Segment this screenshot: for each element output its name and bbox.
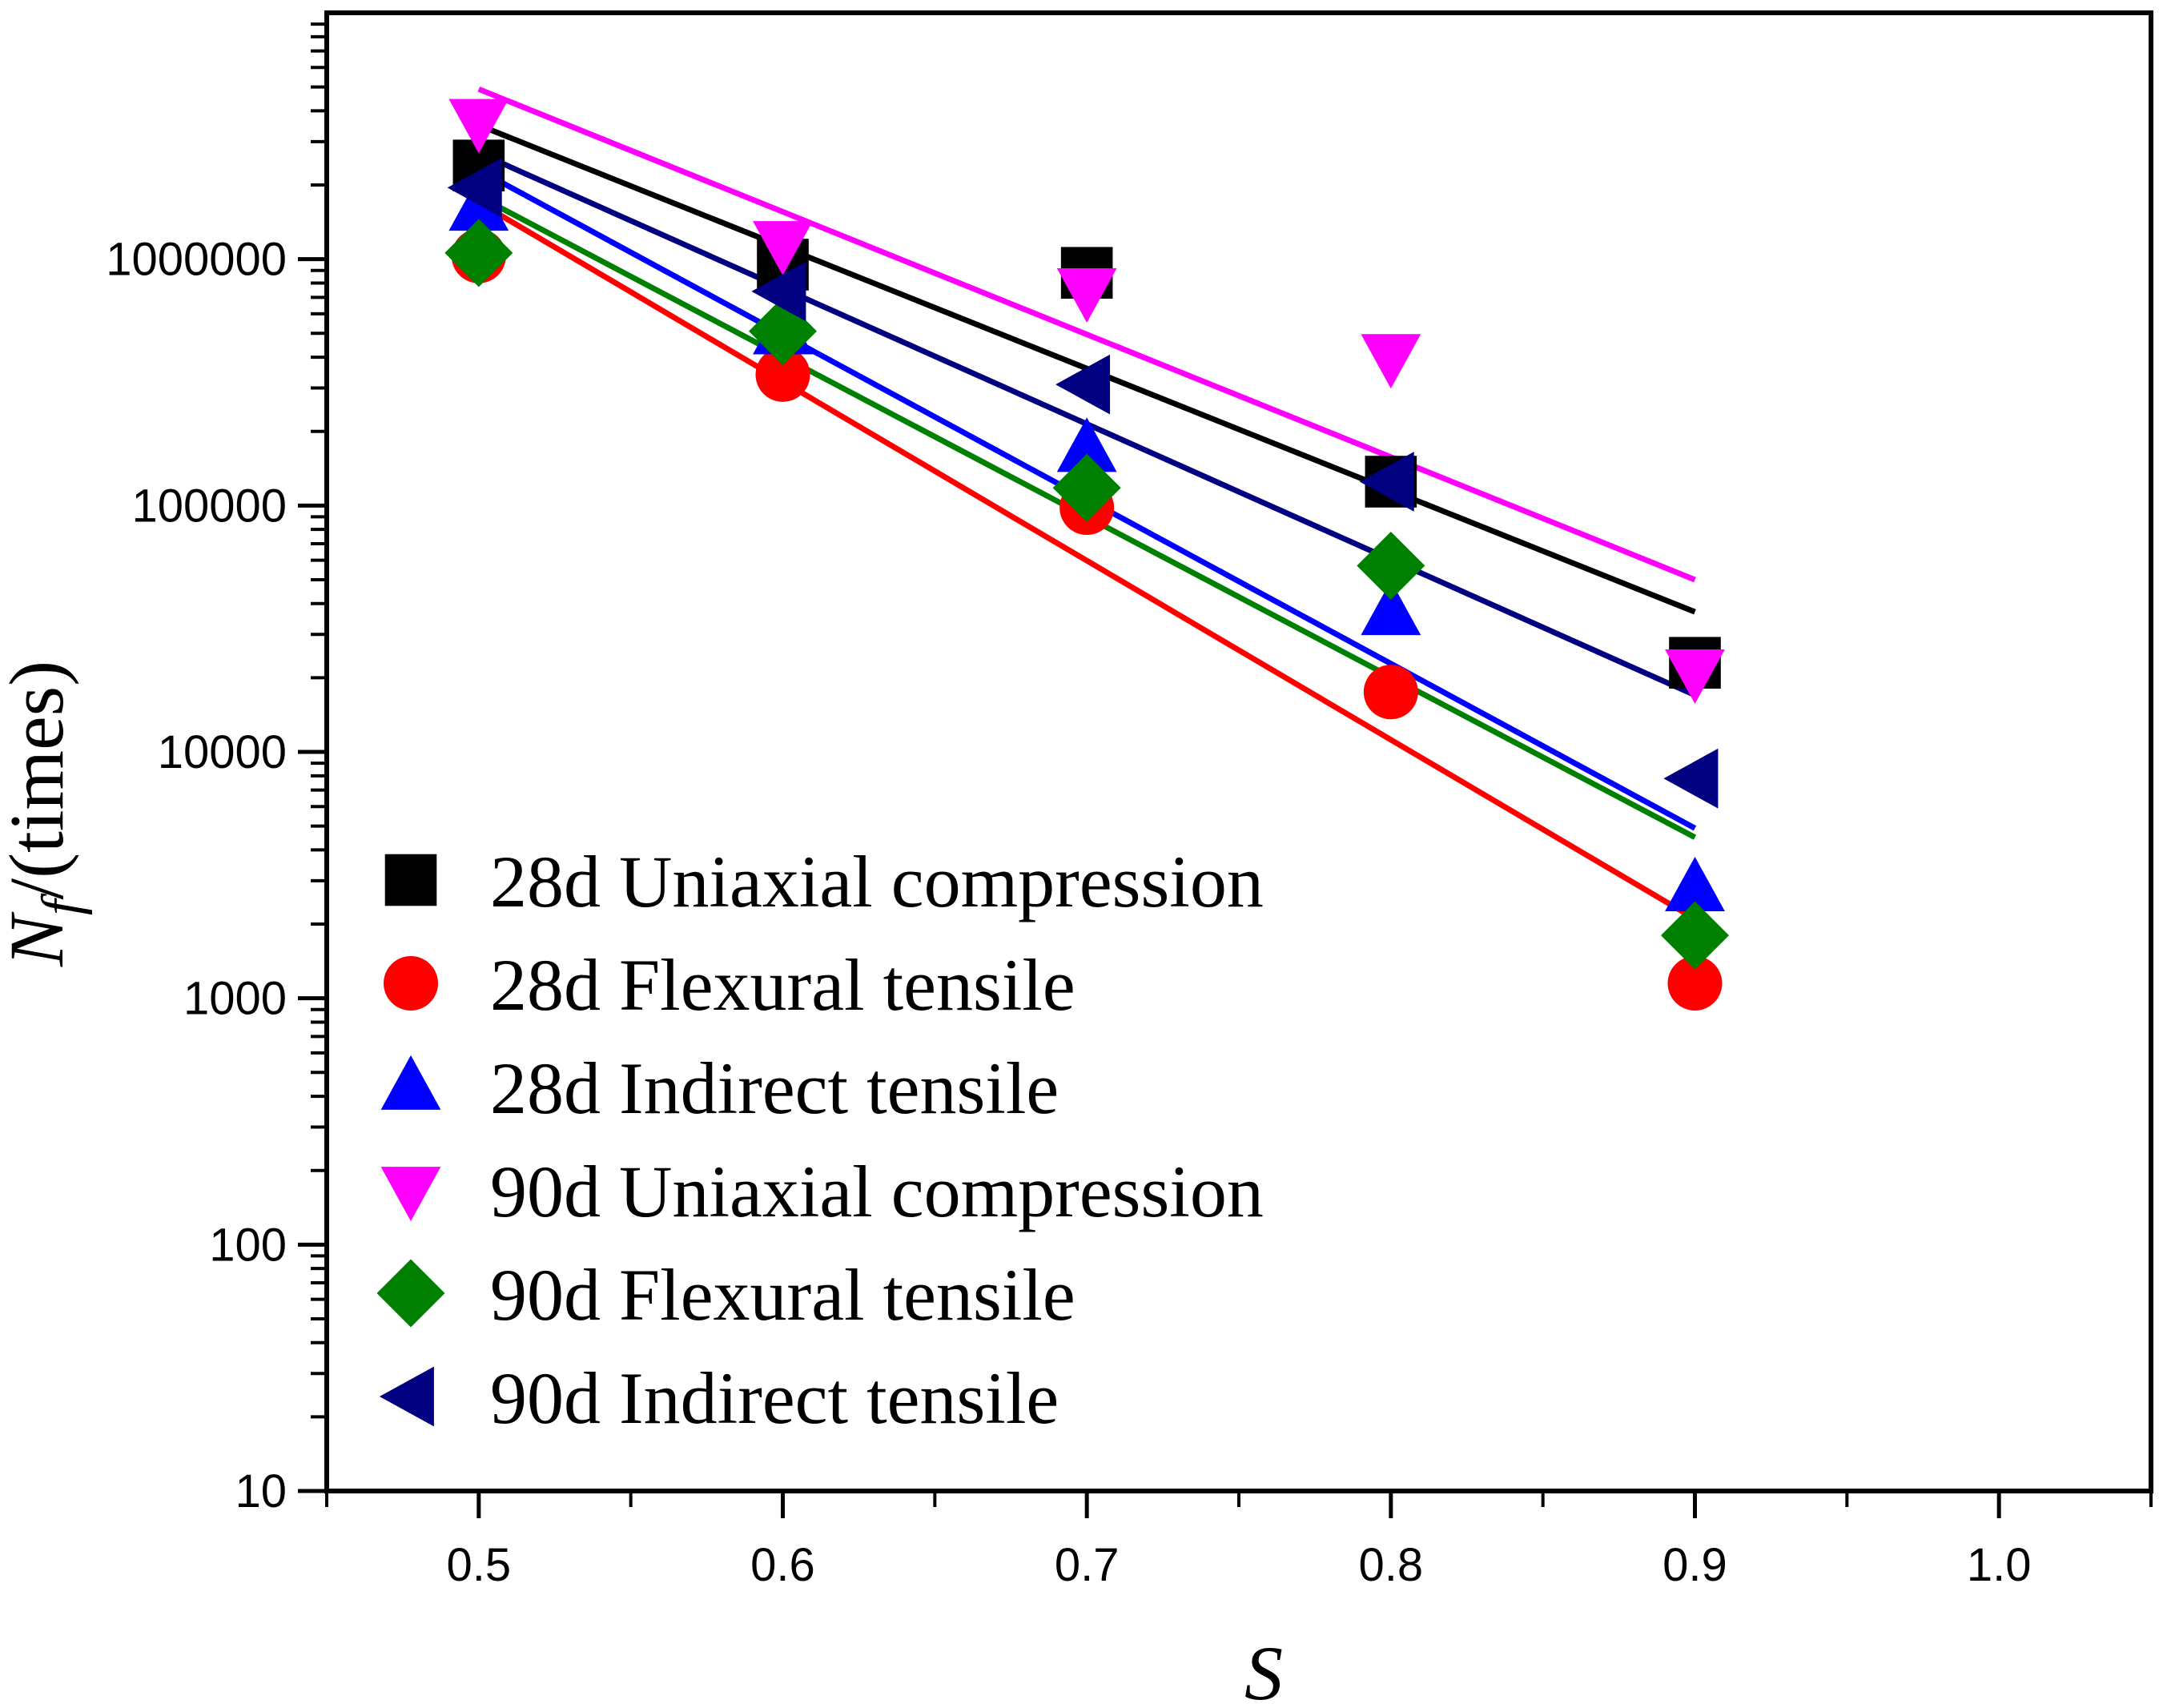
marker-series-5-point-1: [444, 219, 513, 287]
y-tick-label-1: 10: [235, 1465, 287, 1517]
tick-labels: 0.5 0.6 0.7 0.8 0.9 1.0 10 100 1000 10000 100000 10…: [106, 234, 2031, 1591]
x-tick-label-2: 0.6: [750, 1539, 815, 1591]
marker-series-4-point-5: [1665, 649, 1725, 704]
legend-label-series-1: 28d Uniaxial compression: [490, 841, 1264, 922]
y-tick-label-2: 100: [209, 1219, 287, 1271]
marker-series-4-point-1: [448, 98, 509, 154]
x-tick-label-4: 0.8: [1359, 1539, 1424, 1591]
legend-marker-series-1: [384, 854, 437, 906]
marker-series-5-point-4: [1357, 531, 1425, 600]
legend-label-series-2: 28d Flexural tensile: [490, 944, 1075, 1026]
legend: 28d Uniaxial compression 28d Flexural ten…: [376, 841, 1264, 1439]
legend-marker-series-5: [376, 1259, 445, 1328]
x-tick-label-3: 0.7: [1055, 1539, 1120, 1591]
legend-label-series-6: 90d Indirect tensile: [490, 1357, 1059, 1439]
x-axis-title: S: [1244, 1630, 1283, 1708]
legend-marker-series-3: [380, 1055, 441, 1110]
y-tick-label-3: 1000: [183, 973, 287, 1025]
data-markers: [444, 98, 1729, 1011]
marker-series-6-point-3: [1055, 354, 1111, 415]
x-tick-label-5: 0.9: [1662, 1539, 1727, 1591]
legend-label-series-4: 90d Uniaxial compression: [490, 1151, 1264, 1232]
marker-series-6-point-1: [447, 158, 502, 218]
marker-series-4-point-3: [1056, 267, 1117, 323]
marker-series-4-point-4: [1361, 334, 1421, 389]
legend-marker-series-6: [379, 1366, 434, 1427]
y-axis-title: Nf/(times): [0, 661, 93, 967]
y-tick-label-6: 1000000: [106, 234, 287, 286]
y-axis-title-main: N: [0, 911, 79, 967]
marker-series-6-point-4: [1359, 452, 1414, 512]
marker-series-2-point-2: [755, 347, 810, 402]
legend-label-series-5: 90d Flexural tensile: [490, 1254, 1075, 1336]
y-tick-label-4: 10000: [158, 726, 287, 778]
marker-series-3-point-5: [1665, 856, 1725, 911]
x-tick-label-1: 0.5: [447, 1539, 512, 1591]
legend-marker-series-2: [384, 956, 438, 1011]
marker-series-2-point-5: [1667, 955, 1723, 1011]
axes: [298, 10, 2153, 1518]
y-tick-label-5: 100000: [131, 480, 287, 532]
fit-line-series-4: [477, 86, 1696, 583]
marker-series-3-point-4: [1361, 581, 1421, 636]
marker-series-3-point-3: [1056, 417, 1117, 472]
y-axis-title-suffix: /(times): [0, 661, 79, 900]
marker-series-6-point-5: [1663, 748, 1719, 809]
marker-series-4-point-2: [753, 221, 813, 276]
marker-series-6-point-2: [751, 261, 806, 322]
marker-series-5-point-5: [1661, 901, 1729, 970]
legend-marker-series-4: [380, 1167, 441, 1222]
x-tick-label-6: 1.0: [1967, 1539, 2032, 1591]
fit-line-series-2: [477, 199, 1697, 922]
legend-label-series-3: 28d Indirect tensile: [490, 1047, 1059, 1129]
marker-series-5-point-3: [1052, 453, 1121, 522]
marker-series-2-point-4: [1363, 665, 1418, 720]
